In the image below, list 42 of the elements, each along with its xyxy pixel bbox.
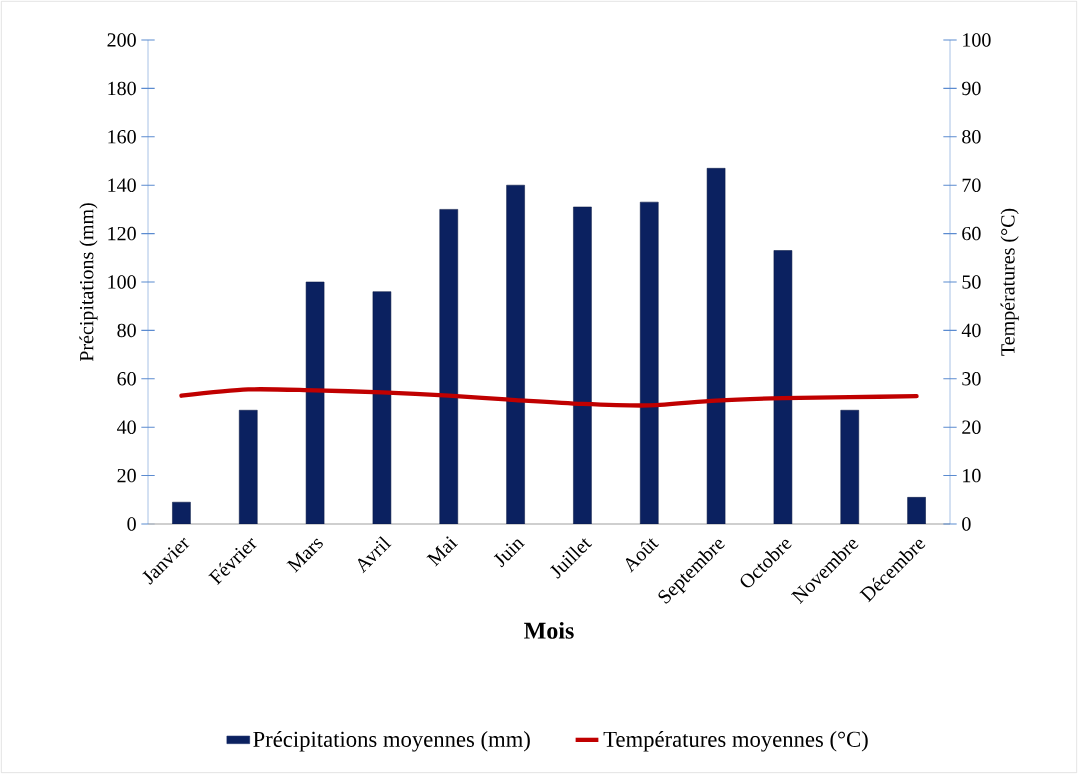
y-tick-label: 140 [108, 178, 136, 192]
y-tick-label: 60 [117, 372, 136, 386]
bar [439, 209, 459, 524]
y-tick-label: 40 [117, 420, 136, 434]
y2-tick-label: 90 [962, 81, 981, 96]
y-tick-label: 100 [108, 275, 136, 289]
y-tick-label: 20 [117, 468, 136, 483]
bar [573, 206, 592, 524]
legend-label: Températures moyennes (°C) [603, 730, 868, 752]
y2-tick-label: 0 [962, 517, 971, 531]
y-tick-label: 80 [117, 323, 136, 338]
y2-tick-label: 100 [963, 33, 991, 47]
bar [305, 281, 325, 524]
y2-tick-label: 60 [962, 226, 981, 241]
bar [639, 201, 659, 524]
y2-tick-label: 70 [962, 178, 981, 192]
y2-tick-label: 80 [962, 130, 981, 144]
x-tick-label: Juin [493, 539, 525, 568]
bar [506, 184, 525, 524]
bar [172, 501, 191, 524]
line-series [179, 387, 919, 408]
bar [372, 291, 392, 524]
y-tick-label: 120 [108, 226, 136, 241]
bar [238, 409, 258, 524]
y2-tick-label: 30 [962, 372, 981, 386]
bar [706, 167, 726, 524]
y-tick-label: 180 [108, 81, 136, 96]
x-tick-label: Mai [426, 536, 458, 567]
y2-tick-label: 40 [961, 323, 981, 338]
y2-tick-label: 50 [962, 275, 981, 289]
y2-tick-label: 10 [963, 468, 981, 483]
bar [840, 409, 860, 524]
y2-axis-title: Températures (°C) [1000, 208, 1019, 356]
y2-tick-label: 20 [962, 420, 981, 434]
bar [907, 497, 926, 524]
y-tick-label: 200 [107, 33, 136, 47]
y-axis-title: Précipitations (mm) [79, 203, 98, 362]
y-tick-label: 0 [127, 517, 136, 531]
legend-label: Précipitations moyennes (mm) [253, 730, 530, 752]
bar [773, 250, 793, 524]
x-axis-title: Mois [524, 621, 574, 639]
y-tick-label: 160 [108, 130, 136, 144]
